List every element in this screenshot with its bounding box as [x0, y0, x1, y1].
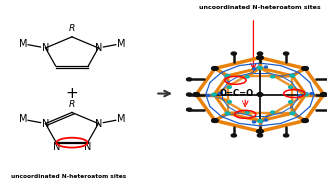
Circle shape — [271, 76, 275, 78]
Circle shape — [227, 86, 231, 88]
Circle shape — [225, 112, 230, 115]
Circle shape — [245, 76, 249, 78]
Circle shape — [245, 111, 249, 113]
Circle shape — [264, 119, 267, 121]
Circle shape — [257, 93, 263, 96]
Circle shape — [257, 56, 263, 60]
Circle shape — [212, 119, 218, 122]
Circle shape — [284, 134, 289, 137]
Circle shape — [264, 66, 267, 68]
Text: R: R — [69, 24, 75, 33]
Circle shape — [321, 93, 327, 96]
Text: N: N — [95, 43, 102, 53]
Circle shape — [193, 93, 199, 96]
Text: uncoordinated N-heteroatom sites: uncoordinated N-heteroatom sites — [11, 174, 126, 179]
Circle shape — [257, 93, 263, 96]
Circle shape — [258, 120, 262, 122]
Circle shape — [290, 74, 295, 77]
Circle shape — [290, 112, 295, 115]
Circle shape — [212, 119, 218, 122]
Text: M: M — [116, 39, 125, 49]
Text: O=C=O: O=C=O — [220, 89, 254, 98]
Text: M: M — [19, 114, 27, 124]
Text: N: N — [42, 43, 49, 53]
Circle shape — [218, 93, 222, 94]
Circle shape — [257, 134, 263, 137]
Circle shape — [231, 52, 236, 55]
Circle shape — [302, 119, 308, 122]
Circle shape — [225, 74, 230, 77]
Circle shape — [257, 56, 263, 59]
Circle shape — [207, 94, 210, 96]
Circle shape — [193, 93, 199, 96]
Circle shape — [252, 121, 256, 123]
Text: uncoordinated N-heteroatom sites: uncoordinated N-heteroatom sites — [199, 5, 321, 10]
Circle shape — [320, 93, 327, 96]
Circle shape — [257, 130, 263, 133]
Circle shape — [186, 78, 192, 81]
Circle shape — [212, 93, 216, 96]
Text: R: R — [69, 100, 75, 109]
Circle shape — [257, 93, 263, 96]
Circle shape — [303, 93, 308, 96]
Circle shape — [212, 67, 218, 70]
Circle shape — [252, 68, 256, 70]
Circle shape — [257, 93, 263, 96]
Circle shape — [186, 93, 192, 96]
Text: M: M — [116, 114, 125, 124]
Circle shape — [271, 111, 275, 113]
Circle shape — [302, 67, 308, 70]
Text: N: N — [95, 119, 102, 129]
Circle shape — [231, 134, 236, 137]
Text: N: N — [53, 143, 60, 153]
Circle shape — [289, 86, 293, 88]
Circle shape — [310, 93, 313, 94]
Circle shape — [298, 94, 301, 96]
Text: +: + — [66, 86, 78, 101]
Text: N: N — [84, 143, 91, 153]
Circle shape — [302, 119, 308, 122]
Circle shape — [227, 101, 231, 103]
Circle shape — [284, 52, 289, 55]
Text: M: M — [19, 39, 27, 49]
Circle shape — [186, 108, 192, 111]
Circle shape — [257, 52, 263, 55]
Circle shape — [258, 67, 262, 69]
Circle shape — [289, 101, 293, 103]
Circle shape — [302, 67, 308, 70]
Text: N: N — [42, 119, 49, 129]
Circle shape — [257, 129, 263, 133]
Circle shape — [212, 67, 218, 70]
